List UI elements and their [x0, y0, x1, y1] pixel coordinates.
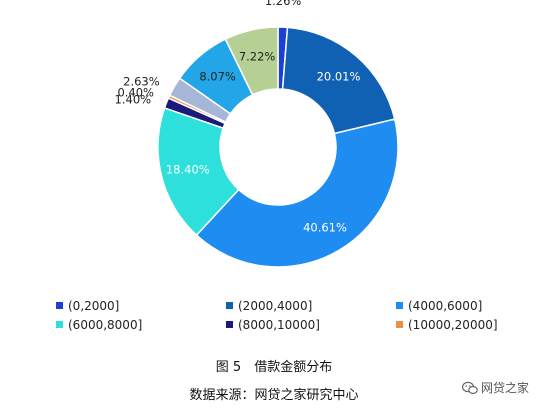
source-caption: 数据来源：网贷之家研究中心 — [189, 388, 359, 403]
data-label: 18.40% — [166, 163, 210, 177]
legend-swatch — [56, 302, 63, 309]
legend-label: (8000,10000] — [238, 317, 320, 332]
legend-label: (0,2000] — [68, 298, 120, 313]
watermark: 网贷之家 — [462, 379, 529, 396]
legend-label: (6000,8000] — [68, 317, 143, 332]
legend-swatch — [396, 321, 403, 328]
legend-label: (4000,6000] — [408, 298, 483, 313]
legend-item-2000-4000: (2000,4000] — [226, 298, 396, 313]
data-label: 1.40% — [115, 92, 152, 106]
legend-swatch — [396, 302, 403, 309]
data-label: 1.26% — [265, 0, 302, 8]
legend-item-0-2000: (0,2000] — [56, 298, 226, 313]
data-label: 2.63% — [123, 75, 160, 89]
donut-slice — [195, 118, 399, 268]
legend-label: (10000,20000] — [408, 317, 498, 332]
legend-item-8000-10000: (8000,10000] — [226, 317, 396, 332]
data-label: 40.61% — [303, 220, 347, 234]
wechat-icon — [462, 381, 478, 394]
data-label: 20.01% — [317, 69, 361, 83]
data-label: 8.07% — [199, 69, 236, 83]
data-label: 7.22% — [239, 49, 276, 63]
donut-slice — [281, 26, 396, 135]
legend-swatch — [226, 321, 233, 328]
watermark-text: 网贷之家 — [481, 381, 530, 395]
legend-item-10000-20000: (10000,20000] — [396, 317, 546, 332]
figure-caption: 图 5 借款金额分布 — [215, 360, 333, 375]
legend-item-4000-6000: (4000,6000] — [396, 298, 546, 313]
donut-slice — [224, 26, 279, 96]
donut-chart: 1.26% 20.01% 40.61% 18.40% 1.40%0.40%2.63% 8.… — [115, 0, 399, 268]
legend: (0,2000] (2000,4000] (4000,6000] (6000,8… — [56, 298, 526, 332]
data-label: 0.40% — [117, 86, 154, 100]
legend-swatch — [226, 302, 233, 309]
donut-slice — [157, 106, 240, 237]
legend-label: (2000,4000] — [238, 298, 313, 313]
legend-item-6000-8000: (6000,8000] — [56, 317, 226, 332]
legend-swatch — [56, 321, 63, 328]
